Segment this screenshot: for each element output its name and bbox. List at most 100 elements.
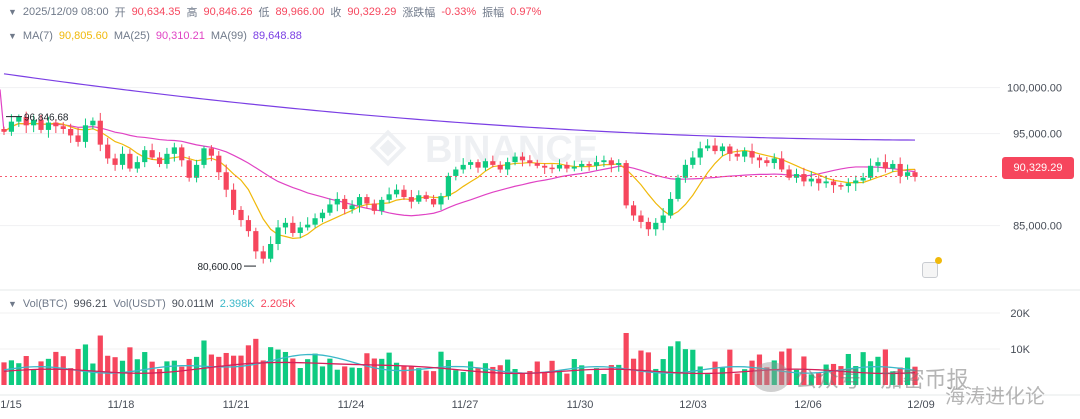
volume-bar [171,360,177,385]
volume-bar [179,366,185,385]
candle-body [890,163,896,169]
wechat-watermark: 公众号 · 加密币报 [795,367,969,392]
high-marker-label: 96,846.68 [24,113,69,124]
candle-body [497,164,503,170]
ma7-value: 90,805.60 [58,30,108,42]
candle-body [475,162,481,168]
low-label: 低 [258,7,270,19]
candle-body [297,227,303,233]
volume-bar [38,361,44,385]
volume-bar [468,361,474,385]
change-label: 涨跌幅 [402,7,436,19]
chevron-down-icon[interactable]: ▼ [8,299,17,309]
volume-bar [105,355,111,385]
grid-lines [0,87,1080,396]
candle-body [830,181,837,186]
candle-body [512,156,518,163]
candle-body [386,194,392,200]
chevron-down-icon[interactable]: ▼ [8,31,17,41]
ma25-label: MA(25) [113,30,150,42]
volume-bar [90,363,96,385]
vol-ma-line-1 [3,353,916,374]
candle-body [45,122,52,130]
candle-body [779,158,785,170]
volume-bar [282,351,289,385]
volume-bar [342,366,348,385]
volume-ma-lines [3,353,916,375]
time-tick-label: 11/30 [567,399,594,411]
candle-body [786,169,792,178]
candle-body [423,195,429,199]
candle-body [356,197,363,206]
volume-bar [490,366,496,385]
candle-body [571,166,577,169]
ma99-label: MA(99) [210,30,247,42]
volume-bar [734,373,740,385]
candle-body [712,145,718,152]
volume-bar [453,370,459,385]
ma99-path [3,73,916,141]
candle-body [53,122,59,127]
volume-bar [127,347,133,385]
volume-bar [231,355,237,385]
candle-body [379,199,385,211]
ma99-value: 89,648.88 [252,30,302,42]
volume-bar [23,356,29,385]
volume-bar [830,363,837,385]
ma25-line [0,89,916,217]
volume-bar [193,356,200,385]
candle-body [660,215,666,223]
volume-bar [482,363,489,385]
candle-body [490,161,496,165]
volume-bar [601,374,607,385]
candle-body [579,163,585,167]
chevron-down-icon[interactable]: ▼ [8,7,17,17]
volume-bar [675,341,681,385]
candle-body [90,120,96,126]
volume-bar [793,369,800,385]
volume-bar [268,347,274,385]
volume-bar [890,371,896,385]
volume-bar [60,356,66,385]
candle-body [245,220,252,232]
ohlc-header: ▼ 2025/12/09 08:00 开 90,634.35 高 90,846.… [0,4,547,20]
candle-body [823,181,829,184]
vol-usdt-value: 90.011M [171,298,214,310]
volume-bar [638,350,644,385]
candle-body [438,196,444,205]
volume-bar [371,358,377,385]
volume-bar [623,332,629,385]
price-tick-label: 95,000.00 [1013,129,1062,141]
volume-bar [134,359,140,385]
low-marker-label: 80,600.00 [198,262,243,273]
volume-bar [838,366,844,385]
alert-bell-icon[interactable] [922,262,938,278]
candle-body [134,162,140,169]
volume-bar [749,360,755,385]
candle-body [749,151,755,158]
candle-body [838,185,844,187]
candle-body [75,135,81,142]
time-tick-label: 12/09 [907,399,935,411]
close-label: 收 [330,7,342,19]
binance-watermark-text: BINANCE [425,129,598,171]
candle-body [305,224,311,228]
volume-bar [305,359,311,385]
volume-bar [742,369,748,385]
candle-body [882,162,888,169]
ma7-line [3,122,916,239]
vol-btc-label: Vol(BTC) [22,298,68,310]
volume-bar [764,367,770,385]
volume-bar [223,352,229,385]
candle-body [801,174,807,182]
candle-body [527,160,533,164]
price-tick-label: 85,000.00 [1013,221,1062,233]
volume-bar [512,368,518,385]
candle-body [549,167,555,170]
volume-bar [75,348,81,385]
volume-bar [616,364,622,385]
volume-bar [445,359,451,385]
wechat-watermark-2: 海涛进化论 [945,386,1045,408]
candle-body [349,205,355,210]
